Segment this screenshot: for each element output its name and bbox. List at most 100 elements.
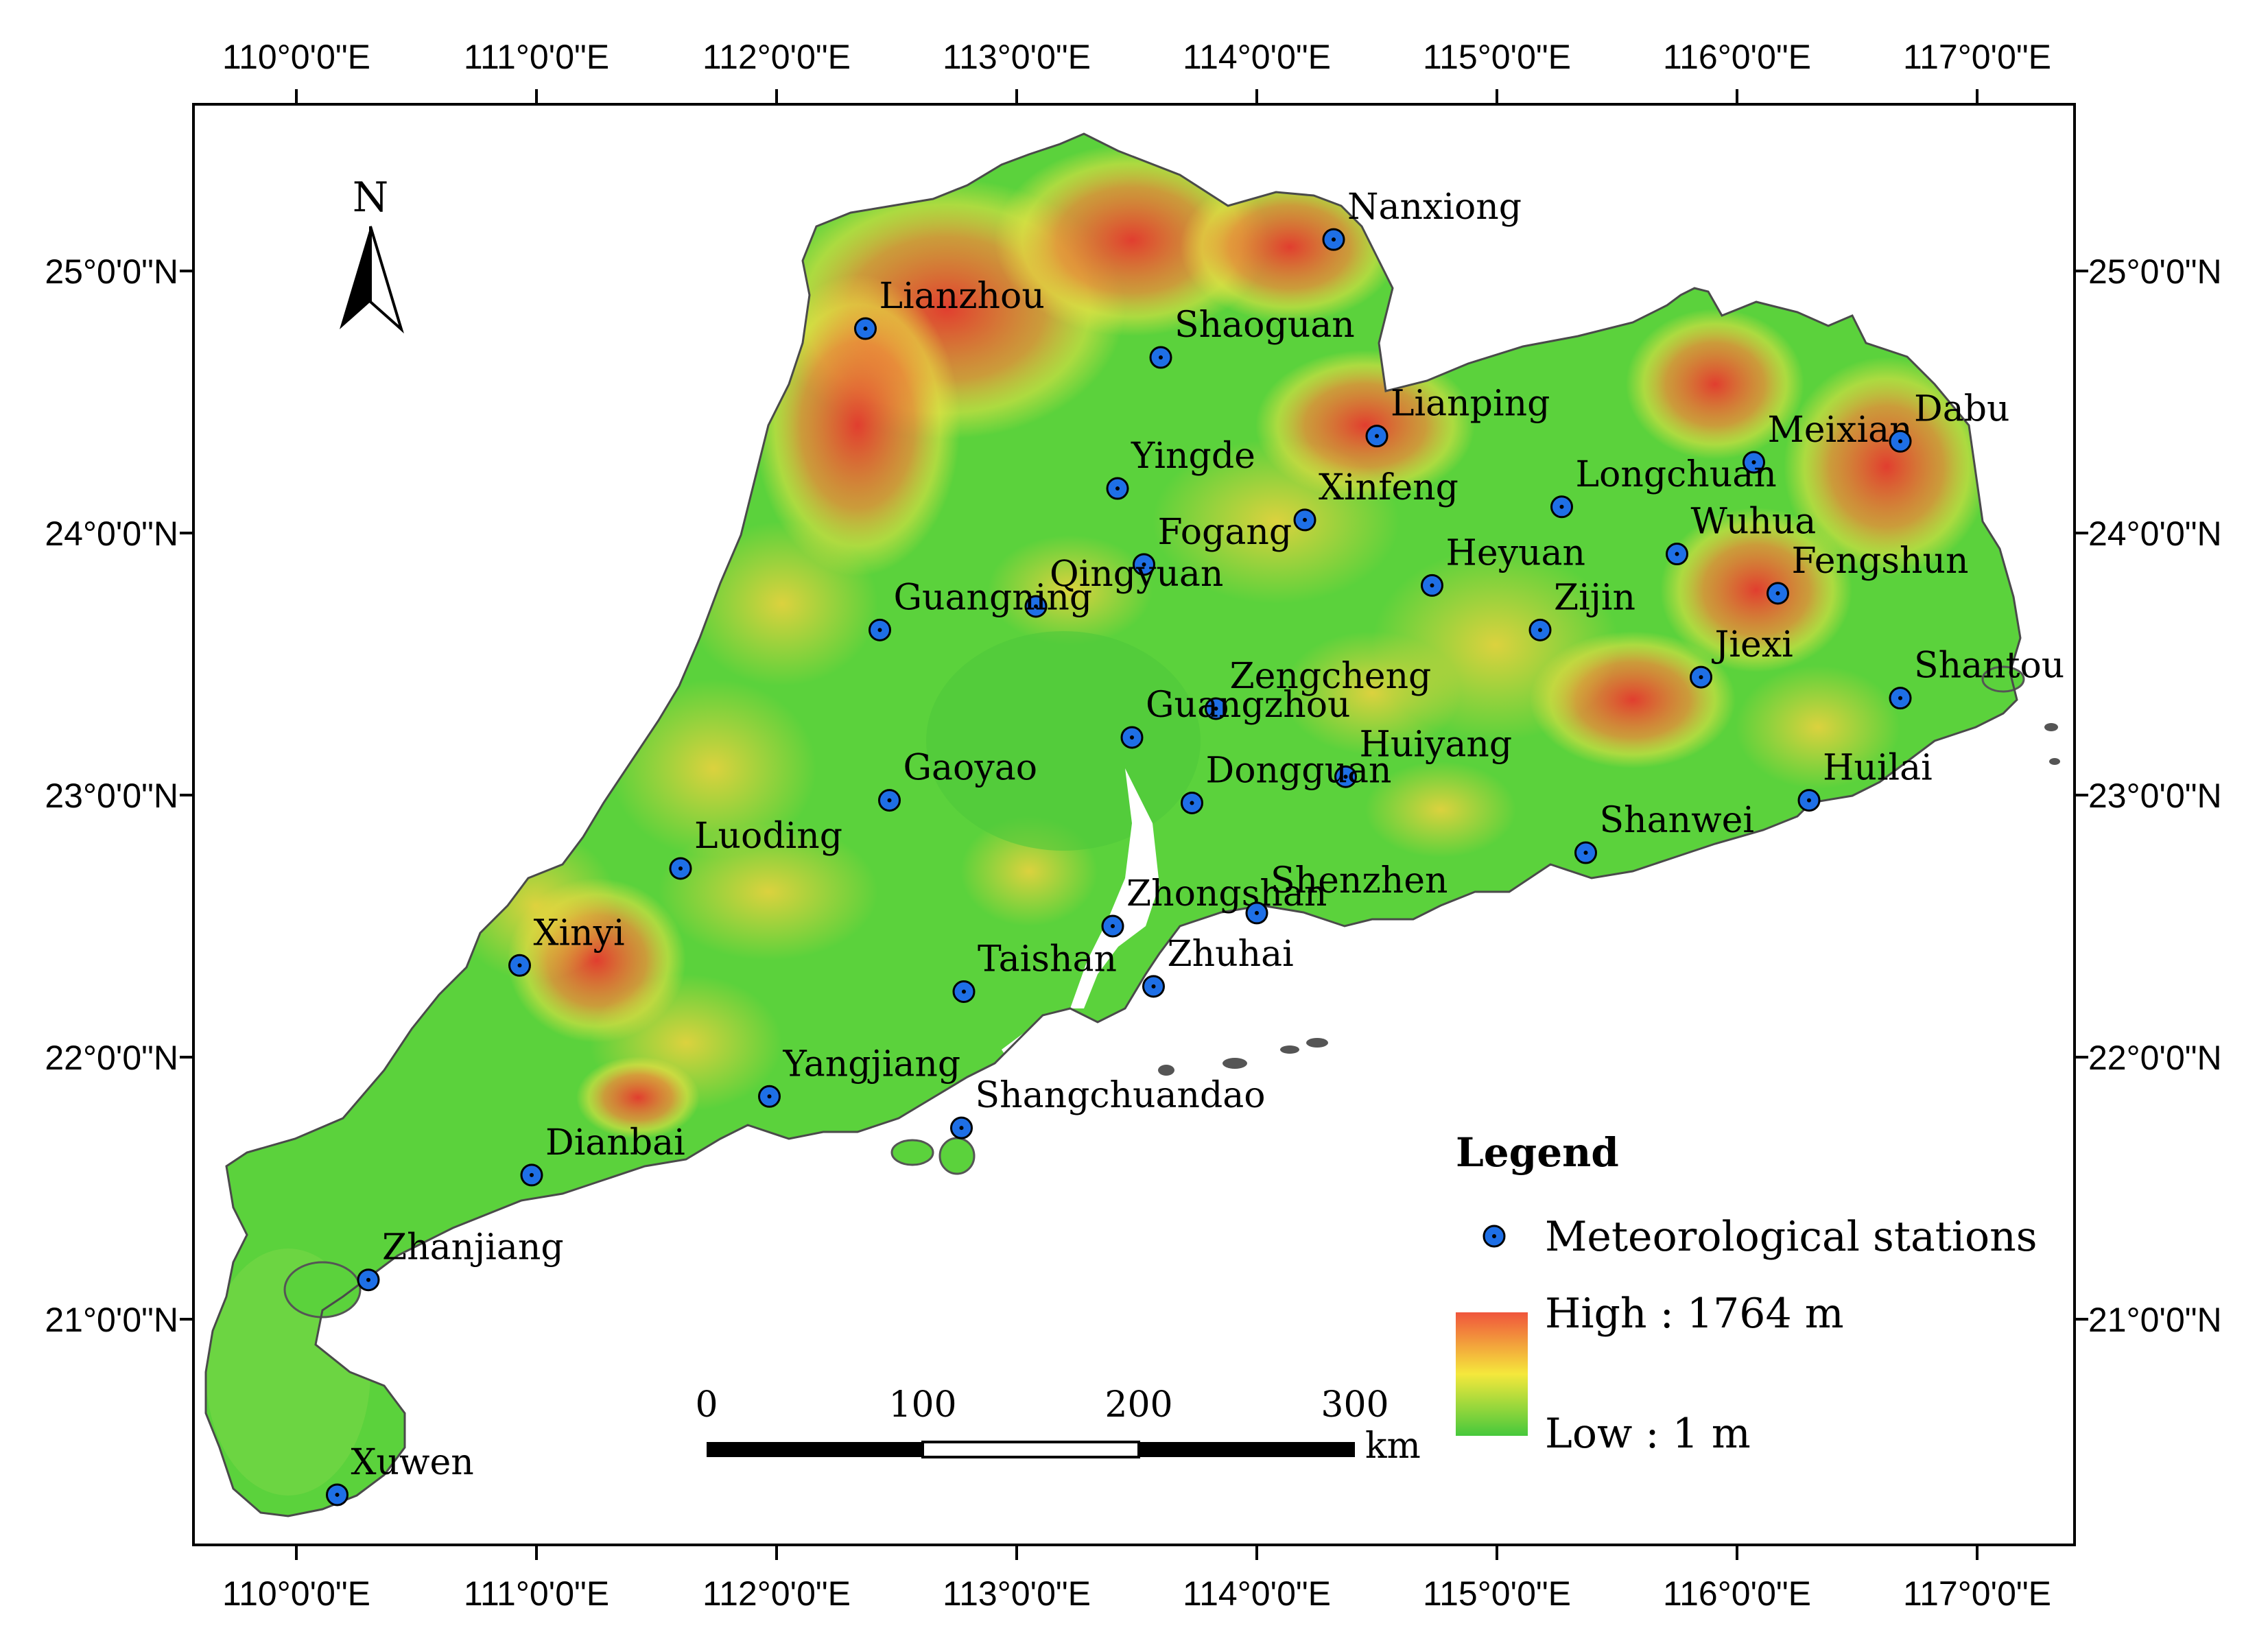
station-marker-dot — [1675, 552, 1679, 556]
station-label: Nanxiong — [1347, 187, 1522, 228]
station-label: Zijin — [1554, 577, 1635, 618]
right-lat-label: 23°0'0"N — [2088, 777, 2222, 815]
station-fogang: Fogang — [1133, 512, 1292, 576]
scale-tick-200: 200 — [1105, 1384, 1172, 1426]
station-label: Lianping — [1391, 383, 1550, 425]
north-arrow-icon — [340, 226, 370, 329]
station-label: Zhanjiang — [382, 1227, 564, 1268]
scale-tick-0: 0 — [695, 1384, 718, 1426]
station-marker-dot — [678, 866, 683, 871]
station-zengcheng: Zengcheng — [1205, 656, 1431, 720]
station-lianping: Lianping — [1365, 383, 1550, 448]
station-xuwen: Xuwen — [326, 1442, 474, 1506]
station-marker-dot — [1115, 486, 1120, 491]
station-marker-dot — [962, 989, 966, 994]
station-label: Dianbai — [545, 1122, 685, 1163]
left-lat-label: 22°0'0"N — [45, 1039, 178, 1077]
top-lon-label: 114°0'0"E — [1183, 38, 1331, 76]
station-marker-dot — [1303, 517, 1307, 522]
station-marker-dot — [1583, 851, 1588, 855]
station-label: Qingyuan — [1050, 554, 1223, 595]
station-marker-dot — [1332, 237, 1336, 242]
station-heyuan: Heyuan — [1421, 532, 1585, 597]
station-marker-dot — [877, 628, 882, 633]
station-marker-dot — [1375, 434, 1379, 438]
station-label: Zhuhai — [1168, 934, 1294, 975]
station-label: Huilai — [1823, 748, 1933, 789]
station-label: Luoding — [694, 816, 842, 857]
station-shenzhen: Shenzhen — [1245, 860, 1448, 925]
meteorological-stations-layer: NanxiongLianzhouShaoguanLianpingMeixianD… — [326, 187, 2064, 1506]
bottom-lon-label: 113°0'0"E — [943, 1574, 1091, 1613]
station-marker-dot — [1898, 439, 1902, 444]
top-longitude-labels: 110°0'0"E 111°0'0"E 112°0'0"E 113°0'0"E 114°… — [222, 38, 2051, 104]
elevation-color-ramp — [1456, 1312, 1528, 1436]
station-label: Xinfeng — [1319, 467, 1458, 508]
station-marker-dot — [1807, 798, 1811, 803]
station-label: Longchuan — [1576, 454, 1777, 495]
station-jiexi: Jiexi — [1690, 624, 1793, 689]
station-label: Shantou — [1914, 646, 2064, 687]
station-marker-dot — [863, 327, 868, 331]
station-marker-dot — [335, 1492, 340, 1497]
scale-unit: km — [1365, 1426, 1421, 1467]
station-marker-dot — [1751, 460, 1756, 464]
station-marker-dot — [1559, 504, 1564, 509]
station-marker-dot — [1430, 583, 1434, 588]
station-dongguan: Dongguan — [1181, 750, 1392, 814]
station-label: Jiexi — [1712, 624, 1793, 665]
scale-tick-100: 100 — [888, 1384, 956, 1426]
legend: Legend Meteorological stations High : 17… — [1456, 1129, 2037, 1458]
station-marker-dot — [1214, 706, 1218, 711]
top-lon-label: 117°0'0"E — [1903, 38, 2051, 76]
station-marker-dot — [1343, 775, 1348, 779]
station-label: Taishan — [978, 939, 1117, 980]
station-label: Meixian — [1768, 410, 1913, 451]
station-label: Shaoguan — [1174, 305, 1355, 346]
station-marker-dot — [1151, 984, 1156, 989]
scale-bar: 0 100 200 300 km — [695, 1384, 1420, 1467]
station-label: Yangjiang — [783, 1043, 961, 1085]
station-label: Guangning — [894, 577, 1093, 618]
station-label: Fogang — [1158, 512, 1292, 553]
station-marker-dot — [767, 1094, 772, 1099]
station-label: Zhongshan — [1126, 873, 1327, 914]
bottom-lon-label: 114°0'0"E — [1183, 1574, 1331, 1613]
scale-tick-300: 300 — [1321, 1384, 1389, 1426]
station-marker-dot — [1130, 735, 1134, 740]
station-xinfeng: Xinfeng — [1293, 467, 1458, 532]
station-lianzhou: Lianzhou — [854, 276, 1045, 340]
station-label: Shangchuandao — [976, 1075, 1266, 1116]
station-shangchuandao: Shangchuandao — [950, 1075, 1266, 1139]
station-label: Guangzhou — [1146, 685, 1351, 726]
station-zhongshan: Zhongshan — [1101, 873, 1327, 938]
right-latitude-labels: 25°0'0"N 24°0'0"N 23°0'0"N 22°0'0"N 21°0'0"N — [2075, 252, 2222, 1339]
station-meixian: Meixian — [1743, 410, 1913, 474]
station-label: Dabu — [1914, 388, 2009, 429]
station-zhuhai: Zhuhai — [1142, 934, 1294, 998]
station-zijin: Zijin — [1528, 577, 1635, 641]
station-marker-dot — [530, 1172, 534, 1177]
left-lat-label: 21°0'0"N — [45, 1301, 178, 1339]
station-label: Xuwen — [351, 1442, 474, 1483]
station-marker-dot — [1255, 910, 1259, 915]
station-label: Lianzhou — [879, 276, 1045, 317]
station-guangzhou: Guangzhou — [1120, 685, 1351, 749]
station-marker-dot — [1538, 628, 1542, 633]
station-gaoyao: Gaoyao — [878, 748, 1038, 812]
station-label: Heyuan — [1446, 532, 1585, 574]
station-marker-dot — [1898, 696, 1902, 700]
right-lat-label: 24°0'0"N — [2088, 515, 2222, 553]
top-lon-label: 113°0'0"E — [943, 38, 1091, 76]
left-lat-label: 24°0'0"N — [45, 515, 178, 553]
top-lon-label: 116°0'0"E — [1663, 38, 1811, 76]
station-marker-dot — [1159, 355, 1163, 360]
left-latitude-labels: 25°0'0"N 24°0'0"N 23°0'0"N 22°0'0"N 21°0'0"N — [45, 252, 193, 1339]
station-dianbai: Dianbai — [520, 1122, 685, 1187]
station-label: Gaoyao — [903, 748, 1038, 789]
station-marker-dot — [1142, 562, 1146, 567]
right-lat-label: 25°0'0"N — [2088, 252, 2222, 291]
station-wuhua: Wuhua — [1666, 501, 1816, 566]
legend-high-label: High : 1764 m — [1545, 1290, 1844, 1338]
